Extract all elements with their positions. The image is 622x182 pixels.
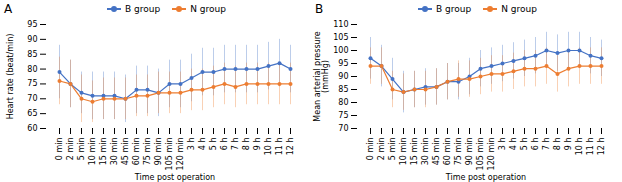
svg-text:4 h: 4 h <box>509 138 518 151</box>
svg-text:120 min: 120 min <box>176 138 185 171</box>
svg-text:7 h: 7 h <box>542 138 551 151</box>
svg-text:95: 95 <box>338 59 348 68</box>
svg-text:9 h: 9 h <box>253 138 262 151</box>
svg-text:3 h: 3 h <box>498 138 507 151</box>
svg-text:80: 80 <box>27 65 37 74</box>
svg-text:9 h: 9 h <box>564 138 573 151</box>
svg-text:80: 80 <box>338 98 348 107</box>
svg-text:3 h: 3 h <box>187 138 196 151</box>
svg-text:75: 75 <box>27 79 37 88</box>
svg-text:105 min: 105 min <box>165 138 174 171</box>
svg-text:90: 90 <box>27 35 37 44</box>
svg-text:15 min: 15 min <box>99 138 108 166</box>
svg-text:90 min: 90 min <box>154 138 163 166</box>
svg-text:30 min: 30 min <box>421 138 430 166</box>
svg-text:85: 85 <box>338 85 348 94</box>
svg-text:5 h: 5 h <box>209 138 218 151</box>
svg-text:45 min: 45 min <box>432 138 441 166</box>
html-text:B group: B group <box>125 4 161 14</box>
svg-text:0 min: 0 min <box>55 138 64 161</box>
svg-text:2 min: 2 min <box>66 138 75 161</box>
svg-text:110: 110 <box>333 20 348 29</box>
svg-text:45 min: 45 min <box>121 138 130 166</box>
svg-text:120 min: 120 min <box>487 138 496 171</box>
svg-text:6 h: 6 h <box>220 138 229 151</box>
svg-text:60 min: 60 min <box>443 138 452 166</box>
svg-text:6 h: 6 h <box>531 138 540 151</box>
svg-text:10 min: 10 min <box>399 138 408 166</box>
svg-text:95: 95 <box>27 20 37 29</box>
svg-text:7 h: 7 h <box>231 138 240 151</box>
svg-text:5 h: 5 h <box>520 138 529 151</box>
html-text:A: A <box>4 2 13 16</box>
svg-text:60 min: 60 min <box>132 138 141 166</box>
svg-text:10 min: 10 min <box>88 138 97 166</box>
html-text:B group: B group <box>436 4 472 14</box>
svg-text:Time post operation: Time post operation <box>134 173 215 182</box>
svg-text:75 min: 75 min <box>454 138 463 166</box>
svg-text:11 h: 11 h <box>586 138 595 156</box>
html-text:B: B <box>315 2 324 16</box>
svg-text:8 h: 8 h <box>553 138 562 151</box>
svg-text:Mean arterial pressure(mmHg): Mean arterial pressure(mmHg) <box>313 31 330 121</box>
svg-text:0 min: 0 min <box>366 138 375 161</box>
svg-text:10 h: 10 h <box>575 138 584 156</box>
svg-text:11 h: 11 h <box>275 138 284 156</box>
svg-text:5 min: 5 min <box>77 138 86 161</box>
svg-text:105: 105 <box>333 33 348 42</box>
svg-text:65: 65 <box>27 109 37 118</box>
svg-text:70: 70 <box>338 124 348 133</box>
svg-text:10 h: 10 h <box>264 138 273 156</box>
svg-text:Heart rate (beat/min): Heart rate (beat/min) <box>6 34 15 120</box>
svg-text:105 min: 105 min <box>476 138 485 171</box>
svg-text:Time post operation: Time post operation <box>445 173 526 182</box>
svg-text:70: 70 <box>27 94 37 103</box>
svg-text:12 h: 12 h <box>286 138 295 156</box>
svg-text:30 min: 30 min <box>110 138 119 166</box>
svg-text:90: 90 <box>338 72 348 81</box>
svg-text:12 h: 12 h <box>597 138 606 156</box>
svg-text:8 h: 8 h <box>242 138 251 151</box>
svg-text:5 min: 5 min <box>388 138 397 161</box>
html-text:N group: N group <box>501 4 537 14</box>
svg-text:100: 100 <box>333 46 348 55</box>
svg-text:60: 60 <box>27 124 37 133</box>
svg-text:15 min: 15 min <box>410 138 419 166</box>
svg-text:2 min: 2 min <box>377 138 386 161</box>
html-text:N group: N group <box>190 4 226 14</box>
svg-text:85: 85 <box>27 50 37 59</box>
svg-text:90 min: 90 min <box>465 138 474 166</box>
svg-text:75: 75 <box>338 111 348 120</box>
svg-text:75 min: 75 min <box>143 138 152 166</box>
svg-text:4 h: 4 h <box>198 138 207 151</box>
